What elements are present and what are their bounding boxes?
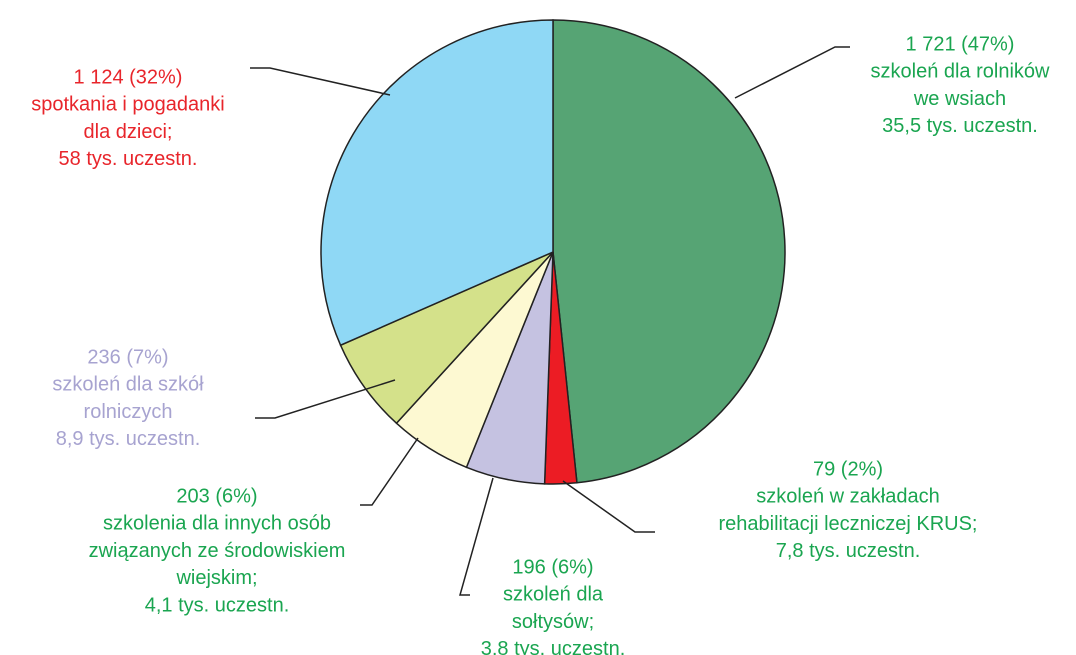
slice-description: sołtysów; bbox=[512, 611, 594, 633]
pie-slice bbox=[320, 19, 554, 347]
pie-slice bbox=[552, 19, 786, 484]
leader-line bbox=[734, 46, 850, 99]
slice-description: szkoleń dla rolników bbox=[871, 61, 1051, 83]
slice-description: dla dzieci; bbox=[84, 121, 173, 143]
value-label: 79 (2%) bbox=[813, 458, 883, 480]
slice-description: szkolenia dla innych osób bbox=[103, 513, 331, 535]
value-label: 236 (7%) bbox=[87, 346, 168, 368]
value-label: 196 (6%) bbox=[512, 556, 593, 578]
slice-description: spotkania i pogadanki bbox=[31, 94, 224, 116]
leader-line bbox=[459, 477, 494, 596]
leader-line bbox=[255, 379, 396, 419]
slice-description: rolniczych bbox=[84, 401, 173, 423]
value-label: 203 (6%) bbox=[176, 485, 257, 507]
slice-description: szkoleń w zakładach bbox=[756, 486, 939, 508]
slice-description: 7,8 tys. uczestn. bbox=[776, 540, 921, 562]
leader-line bbox=[250, 67, 391, 96]
leader-line bbox=[562, 480, 655, 533]
value-label: 1 721 (47%) bbox=[906, 33, 1015, 55]
slice-description: we wsiach bbox=[913, 88, 1006, 110]
leader-line bbox=[360, 437, 419, 506]
slice-description: 35,5 tys. uczestn. bbox=[882, 115, 1038, 137]
slice-description: 8,9 tys. uczestn. bbox=[56, 428, 201, 450]
slice-description: 4,1 tys. uczestn. bbox=[145, 594, 290, 616]
slice-description: szkoleń dla bbox=[503, 584, 604, 606]
slice-description: szkoleń dla szkół bbox=[52, 374, 204, 396]
value-label: 1 124 (32%) bbox=[74, 66, 183, 88]
slice-description: związanych ze środowiskiem bbox=[89, 540, 346, 562]
slice-description: 3,8 tys. uczestn. bbox=[481, 638, 626, 655]
slice-description: wiejskim; bbox=[175, 567, 257, 589]
slice-description: 58 tys. uczestn. bbox=[59, 148, 198, 170]
slice-description: rehabilitacji leczniczej KRUS; bbox=[719, 513, 978, 535]
